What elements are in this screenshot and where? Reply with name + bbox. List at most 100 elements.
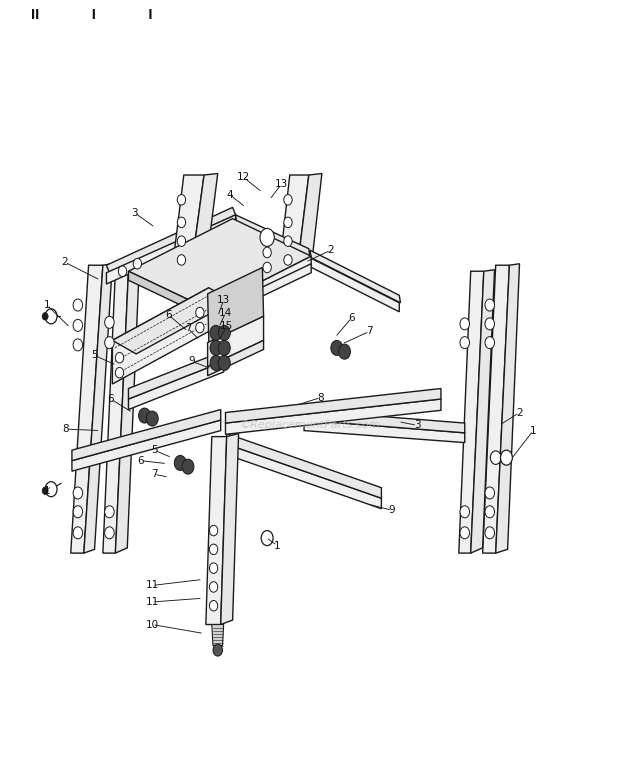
Polygon shape	[496, 264, 520, 553]
Text: 9: 9	[189, 356, 195, 366]
Circle shape	[105, 506, 114, 518]
Circle shape	[460, 337, 469, 348]
Text: 8: 8	[63, 424, 69, 434]
Polygon shape	[236, 224, 310, 268]
Polygon shape	[107, 215, 236, 284]
Polygon shape	[128, 351, 224, 399]
Text: 7: 7	[151, 469, 157, 479]
Circle shape	[460, 527, 469, 539]
Circle shape	[105, 316, 114, 328]
Circle shape	[485, 318, 495, 330]
Polygon shape	[208, 268, 264, 343]
Text: 3: 3	[414, 420, 420, 431]
Circle shape	[73, 487, 82, 499]
Circle shape	[485, 487, 495, 499]
Circle shape	[210, 341, 222, 355]
Polygon shape	[297, 174, 322, 271]
Circle shape	[460, 506, 469, 518]
Text: 13: 13	[275, 179, 288, 189]
Text: 5: 5	[151, 445, 157, 455]
Polygon shape	[72, 410, 221, 460]
Polygon shape	[226, 399, 441, 435]
Text: ll            l            l: ll l l	[31, 9, 153, 23]
Circle shape	[260, 229, 274, 247]
Circle shape	[177, 194, 185, 205]
Circle shape	[485, 506, 495, 518]
Circle shape	[118, 266, 126, 276]
Polygon shape	[310, 258, 399, 312]
Polygon shape	[71, 265, 103, 553]
Polygon shape	[304, 410, 465, 433]
Text: 1: 1	[43, 300, 50, 310]
Circle shape	[210, 601, 218, 611]
Text: 11: 11	[146, 597, 159, 607]
Polygon shape	[226, 388, 441, 423]
Polygon shape	[482, 265, 510, 553]
Circle shape	[210, 582, 218, 592]
Text: 7: 7	[185, 323, 192, 334]
Circle shape	[196, 307, 204, 318]
Text: 13: 13	[217, 294, 230, 305]
Polygon shape	[172, 175, 204, 271]
Polygon shape	[84, 264, 112, 553]
Polygon shape	[112, 288, 209, 384]
Circle shape	[284, 254, 292, 265]
Text: 11: 11	[146, 580, 159, 590]
Circle shape	[210, 544, 218, 554]
Circle shape	[218, 341, 230, 355]
Polygon shape	[128, 218, 311, 309]
Circle shape	[331, 341, 343, 355]
Polygon shape	[208, 316, 264, 366]
Polygon shape	[128, 362, 224, 410]
Circle shape	[115, 367, 124, 378]
Circle shape	[485, 337, 495, 348]
Polygon shape	[128, 271, 208, 318]
Circle shape	[213, 644, 223, 656]
Circle shape	[460, 318, 469, 330]
Polygon shape	[72, 420, 221, 471]
Text: 7: 7	[366, 327, 373, 337]
Circle shape	[485, 527, 495, 539]
Circle shape	[210, 326, 222, 341]
Polygon shape	[221, 434, 239, 625]
Circle shape	[490, 451, 501, 464]
Circle shape	[177, 254, 185, 265]
Circle shape	[210, 525, 218, 536]
Text: 2: 2	[327, 245, 334, 255]
Text: 6: 6	[348, 313, 355, 323]
Text: 2: 2	[61, 257, 68, 267]
Circle shape	[73, 527, 82, 539]
Polygon shape	[227, 434, 381, 498]
Polygon shape	[206, 437, 227, 625]
Text: 4: 4	[226, 189, 233, 200]
Text: 6: 6	[165, 310, 172, 319]
Polygon shape	[279, 175, 309, 271]
Text: 15: 15	[220, 321, 233, 331]
Polygon shape	[310, 251, 401, 303]
Circle shape	[182, 459, 194, 474]
Polygon shape	[236, 215, 310, 258]
Polygon shape	[107, 207, 236, 272]
Text: 6: 6	[137, 456, 144, 466]
Circle shape	[139, 408, 151, 423]
Circle shape	[73, 506, 82, 518]
Circle shape	[284, 236, 292, 247]
Polygon shape	[227, 444, 381, 509]
Circle shape	[500, 450, 512, 465]
Polygon shape	[112, 288, 232, 354]
Polygon shape	[459, 271, 484, 553]
Circle shape	[177, 236, 185, 247]
Text: 9: 9	[389, 505, 396, 515]
Circle shape	[146, 411, 158, 426]
Polygon shape	[212, 625, 224, 645]
Text: 1: 1	[530, 426, 536, 435]
Circle shape	[42, 312, 48, 320]
Circle shape	[133, 258, 141, 269]
Text: 14: 14	[219, 308, 232, 318]
Circle shape	[485, 299, 495, 311]
Circle shape	[210, 563, 218, 573]
Circle shape	[73, 319, 82, 331]
Text: 10: 10	[146, 619, 159, 630]
Polygon shape	[208, 341, 264, 376]
Circle shape	[105, 527, 114, 539]
